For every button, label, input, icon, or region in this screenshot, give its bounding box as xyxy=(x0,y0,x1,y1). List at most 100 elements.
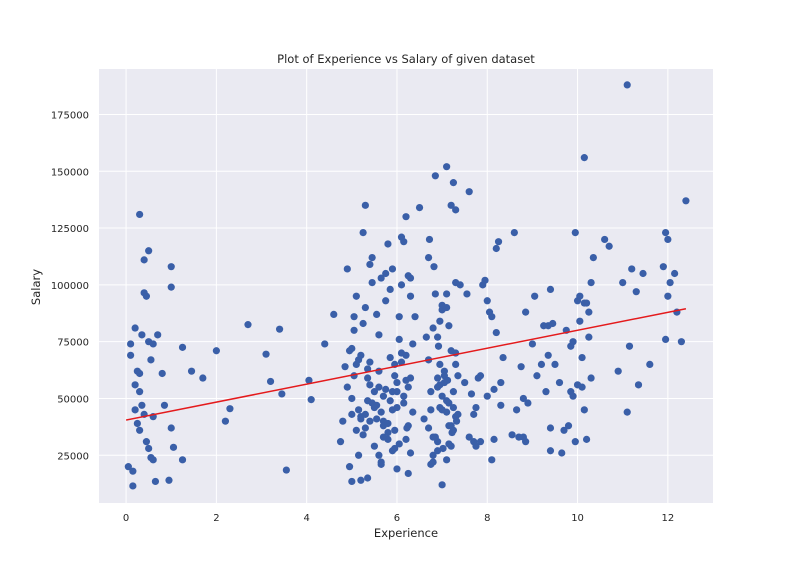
data-point xyxy=(623,408,631,416)
data-point xyxy=(528,340,537,348)
data-point xyxy=(169,443,178,451)
data-point xyxy=(366,381,374,389)
data-point xyxy=(364,474,372,482)
data-point xyxy=(321,340,329,348)
data-point xyxy=(395,313,403,321)
data-point xyxy=(147,356,155,364)
data-point xyxy=(488,456,496,464)
data-point xyxy=(364,397,372,405)
data-point xyxy=(282,466,290,474)
data-point xyxy=(149,340,157,348)
data-point xyxy=(373,415,381,423)
data-point xyxy=(400,399,408,407)
data-point xyxy=(391,426,399,434)
data-point xyxy=(510,229,518,237)
data-point xyxy=(199,374,207,382)
data-point xyxy=(167,283,175,291)
data-point xyxy=(429,324,437,332)
data-point xyxy=(576,317,584,325)
data-point xyxy=(540,322,548,330)
data-point xyxy=(429,458,437,466)
data-point xyxy=(582,435,591,443)
data-point xyxy=(664,235,672,244)
data-point xyxy=(513,406,521,414)
data-point xyxy=(384,428,392,437)
data-point xyxy=(388,388,397,396)
data-point xyxy=(449,403,458,412)
data-point xyxy=(425,235,434,244)
data-point xyxy=(424,424,433,432)
data-point xyxy=(443,290,451,298)
data-point xyxy=(467,390,476,398)
data-point xyxy=(375,383,383,391)
data-point xyxy=(465,433,473,441)
data-point xyxy=(427,406,435,414)
data-point xyxy=(434,374,442,382)
data-point xyxy=(402,213,410,221)
data-point xyxy=(472,442,480,450)
data-point xyxy=(573,381,582,389)
data-point xyxy=(445,440,453,448)
data-point xyxy=(406,449,415,457)
data-point xyxy=(436,317,444,325)
data-point xyxy=(391,444,399,453)
data-point xyxy=(483,392,491,400)
data-point xyxy=(151,477,160,486)
data-point xyxy=(364,374,372,382)
data-point xyxy=(167,424,175,432)
data-point xyxy=(397,358,406,366)
data-point xyxy=(361,410,369,418)
data-point xyxy=(136,388,144,396)
data-point xyxy=(546,447,555,455)
data-point xyxy=(402,435,410,443)
data-point xyxy=(226,405,234,413)
data-point xyxy=(560,426,568,434)
y-tick-label: 50000 xyxy=(57,394,89,405)
data-point xyxy=(348,394,356,403)
data-point xyxy=(129,467,137,475)
data-point xyxy=(393,465,401,473)
data-point xyxy=(666,278,674,287)
data-point xyxy=(461,378,469,387)
data-points xyxy=(124,81,690,490)
data-point xyxy=(127,351,135,359)
data-point xyxy=(522,308,530,316)
data-point xyxy=(429,451,437,459)
data-point xyxy=(359,229,367,237)
data-point xyxy=(400,392,408,400)
data-point xyxy=(531,292,539,300)
data-point xyxy=(440,372,448,380)
y-tick-label: 25000 xyxy=(57,451,89,462)
y-tick-label: 150000 xyxy=(51,167,89,178)
data-point xyxy=(307,396,315,404)
data-point xyxy=(377,460,385,468)
data-point xyxy=(449,179,458,187)
data-point xyxy=(436,403,444,412)
data-point xyxy=(388,265,397,273)
data-point xyxy=(625,342,634,350)
data-point xyxy=(490,385,498,393)
data-point xyxy=(497,401,505,409)
data-point xyxy=(519,394,527,403)
data-point xyxy=(578,353,586,362)
data-point xyxy=(352,292,360,300)
x-tick-label: 6 xyxy=(394,513,400,524)
data-point xyxy=(639,269,647,278)
data-point xyxy=(138,401,146,409)
data-point xyxy=(178,343,187,351)
data-point xyxy=(397,233,406,241)
data-point xyxy=(659,263,667,271)
data-point xyxy=(145,247,153,255)
data-point xyxy=(221,417,230,425)
data-point xyxy=(582,299,591,307)
data-point xyxy=(330,310,338,319)
data-point xyxy=(350,326,358,334)
data-point xyxy=(646,360,654,368)
data-point xyxy=(427,388,435,396)
data-point xyxy=(420,415,428,423)
data-point xyxy=(580,406,588,414)
data-point xyxy=(409,408,417,416)
data-point xyxy=(131,324,139,332)
data-point xyxy=(343,383,351,391)
data-point xyxy=(377,408,385,416)
